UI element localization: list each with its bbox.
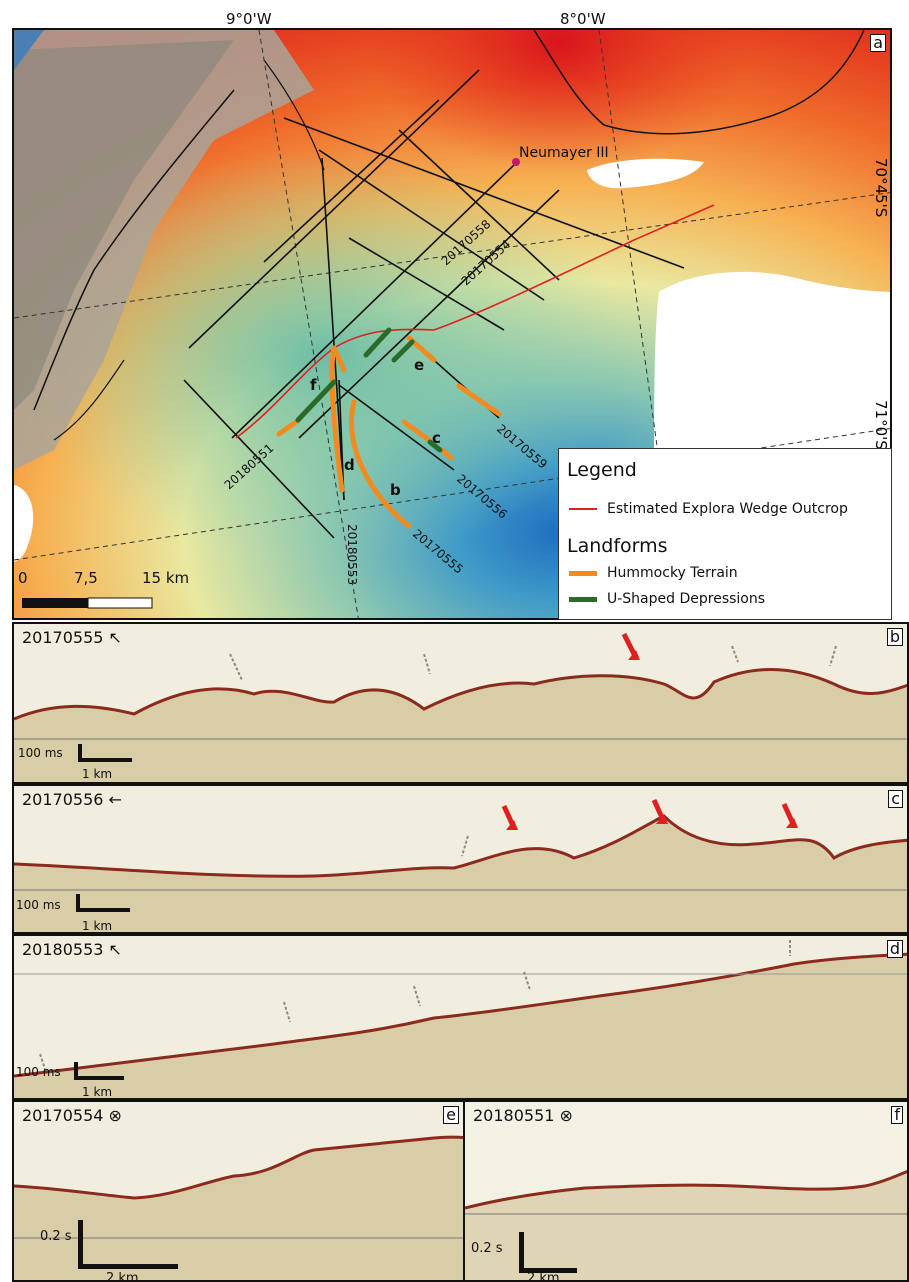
profile-panel-e: 0.2 s 2 km 20170554 ⊗ e (12, 1100, 465, 1282)
profile-id: 20170555 ↖ (22, 628, 122, 647)
legend-item-hummocky: Hummocky Terrain (569, 565, 738, 581)
panel-label-b: b (886, 628, 903, 646)
profile-panel-b: 100 ms 1 km 20170555 ↖ b (12, 622, 909, 784)
segment-letter: f (310, 376, 317, 394)
dist-scale: 2 km (527, 1271, 560, 1282)
dist-scale: 1 km (82, 919, 112, 933)
segment-letter: c (432, 429, 441, 447)
direction-arrow-icon: ← (108, 790, 122, 809)
segment-letter: e (414, 356, 424, 374)
panel-label-e: e (443, 1106, 459, 1124)
station-label: Neumayer III (519, 145, 609, 161)
longitude-label-8w: 8°0'W (560, 10, 606, 28)
line-label: 20180553 (345, 524, 359, 585)
profile-id: 20170554 ⊗ (22, 1106, 122, 1125)
time-scale: 0.2 s (40, 1229, 72, 1244)
legend-item-ushape: U-Shaped Depressions (569, 591, 765, 607)
map-legend: Legend Estimated Explora Wedge Outcrop L… (558, 448, 892, 620)
direction-arrow-icon: ↖ (108, 628, 122, 647)
time-scale: 0.2 s (471, 1241, 503, 1256)
legend-label: Hummocky Terrain (607, 565, 738, 581)
scalebar-white (87, 597, 153, 609)
profile-id: 20180551 ⊗ (473, 1106, 573, 1125)
seismic-section-f: 0.2 s 2 km (465, 1102, 907, 1282)
time-scale: 100 ms (16, 898, 61, 912)
scalebar-black (22, 598, 88, 608)
profile-panel-f: 0.2 s 2 km 20180551 ⊗ f (463, 1100, 909, 1282)
scalebar-tick: 15 km (142, 569, 189, 587)
landforms-title: Landforms (567, 535, 668, 557)
dist-scale: 1 km (82, 767, 112, 781)
seismic-section-c: 100 ms 1 km (14, 786, 907, 933)
dist-scale: 2 km (106, 1271, 139, 1282)
profile-panel-c: 100 ms 1 km 20170556 ← c (12, 784, 909, 934)
seismic-section-d: 100 ms 1 km (14, 936, 907, 1099)
time-scale: 100 ms (18, 746, 63, 760)
profile-id: 20180553 ↖ (22, 940, 122, 959)
legend-swatch (569, 570, 597, 576)
direction-arrow-icon: ↖ (108, 940, 122, 959)
scalebar-tick: 0 (18, 569, 28, 587)
time-scale: 100 ms (16, 1065, 61, 1079)
panel-label-a: a (870, 34, 886, 52)
profile-id: 20170556 ← (22, 790, 122, 809)
panel-label-f: f (891, 1106, 903, 1124)
segment-letter: b (390, 481, 401, 499)
into-page-icon: ⊗ (108, 1106, 122, 1125)
panel-label-c: c (888, 790, 903, 808)
legend-swatch (569, 508, 597, 510)
legend-swatch (569, 596, 597, 602)
latitude-label: 71°0'S (872, 400, 890, 450)
seismic-section-b: 100 ms 1 km (14, 624, 907, 782)
longitude-label-9w: 9°0'W (226, 10, 272, 28)
dist-scale: 1 km (82, 1085, 112, 1099)
profile-panel-d: 100 ms 1 km 20180553 ↖ d (12, 934, 909, 1100)
legend-label: Estimated Explora Wedge Outcrop (607, 501, 848, 517)
legend-item-outcrop: Estimated Explora Wedge Outcrop (569, 501, 848, 517)
seismic-section-e: 0.2 s 2 km (14, 1102, 463, 1282)
segment-letter: d (344, 456, 355, 474)
into-page-icon: ⊗ (559, 1106, 573, 1125)
legend-title: Legend (567, 459, 637, 481)
scalebar-tick: 7,5 (74, 569, 98, 587)
station-marker (512, 158, 520, 166)
legend-label: U-Shaped Depressions (607, 591, 766, 607)
panel-label-d: d (886, 940, 903, 958)
latitude-label: 70°45'S (872, 158, 890, 218)
